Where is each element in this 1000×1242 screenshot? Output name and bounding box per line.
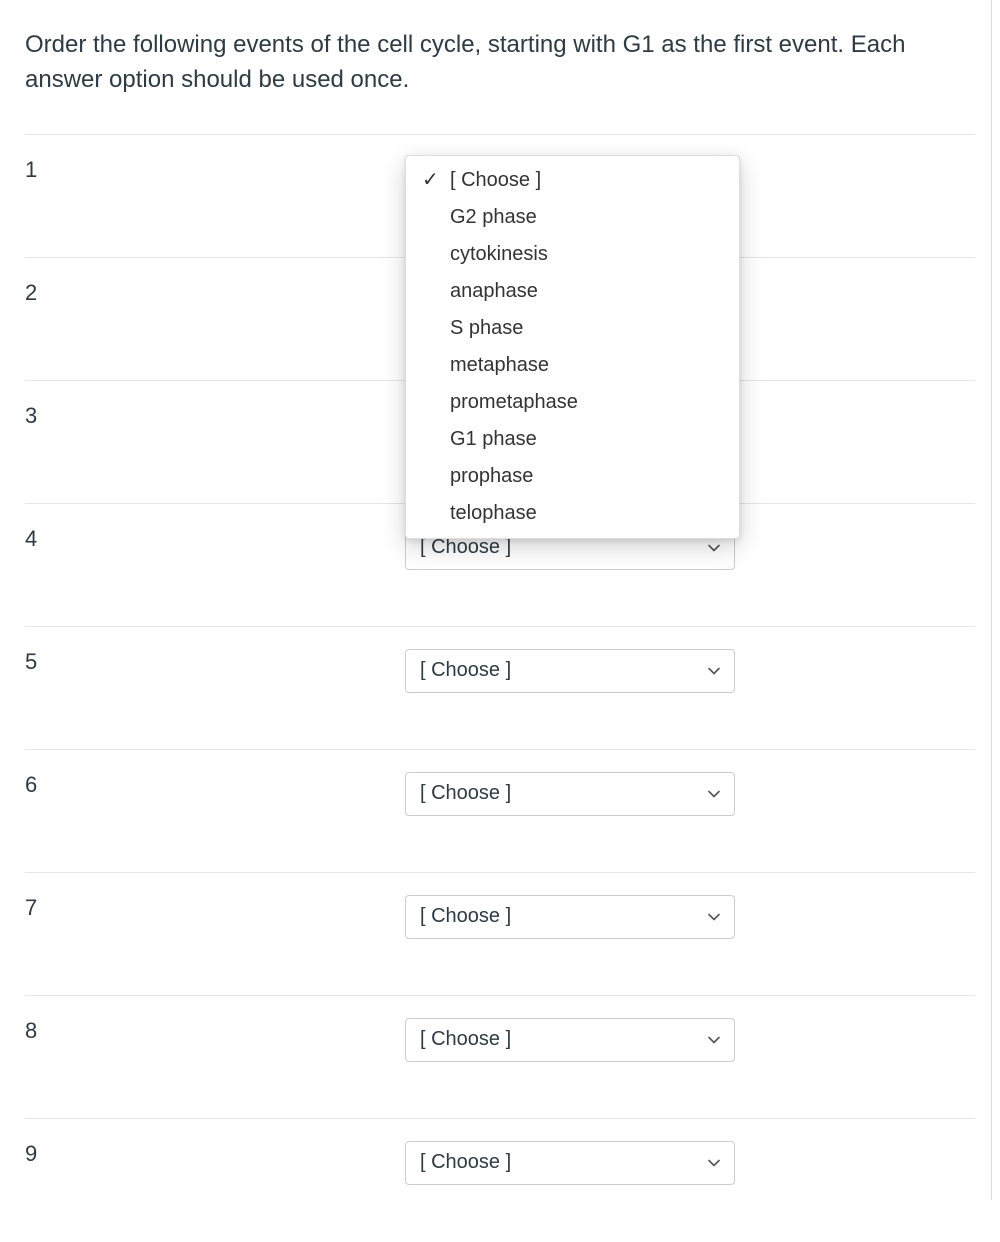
match-row-6: 6 [ Choose ] (25, 750, 975, 873)
chevron-down-icon (708, 1159, 720, 1167)
chevron-down-icon (708, 544, 720, 552)
select-value: [ Choose ] (420, 782, 511, 805)
match-row-9: 9 [ Choose ] (25, 1119, 975, 1242)
row-label: 4 (25, 526, 405, 552)
match-row-8: 8 [ Choose ] (25, 996, 975, 1119)
select-wrap-5: [ Choose ] (405, 649, 735, 693)
row-label: 2 (25, 280, 405, 306)
dropdown-option-s-phase[interactable]: S phase (406, 310, 739, 347)
select-value: [ Choose ] (420, 1151, 511, 1174)
chevron-down-icon (708, 1036, 720, 1044)
select-value: [ Choose ] (420, 1028, 511, 1051)
matching-rows: 1 2 3 4 [ Choose ] 5 (25, 135, 975, 1242)
question-text: Order the following events of the cell c… (25, 28, 975, 98)
chevron-down-icon (708, 790, 720, 798)
select-7[interactable]: [ Choose ] (405, 895, 735, 939)
row-label: 6 (25, 772, 405, 798)
page-right-border (991, 0, 992, 1200)
row-label: 9 (25, 1141, 405, 1167)
select-wrap-9: [ Choose ] (405, 1141, 735, 1185)
dropdown-option-g1[interactable]: G1 phase (406, 421, 739, 458)
select-6[interactable]: [ Choose ] (405, 772, 735, 816)
dropdown-option-metaphase[interactable]: metaphase (406, 347, 739, 384)
select-5[interactable]: [ Choose ] (405, 649, 735, 693)
row-label: 1 (25, 157, 405, 183)
chevron-down-icon (708, 667, 720, 675)
dropdown-option-choose[interactable]: [ Choose ] (406, 162, 739, 199)
select-wrap-8: [ Choose ] (405, 1018, 735, 1062)
row-label: 5 (25, 649, 405, 675)
dropdown-option-prometaphase[interactable]: prometaphase (406, 384, 739, 421)
row-label: 8 (25, 1018, 405, 1044)
match-row-7: 7 [ Choose ] (25, 873, 975, 996)
select-value: [ Choose ] (420, 905, 511, 928)
select-1-dropdown[interactable]: [ Choose ] G2 phase cytokinesis anaphase… (405, 155, 740, 539)
dropdown-option-anaphase[interactable]: anaphase (406, 273, 739, 310)
question-container: Order the following events of the cell c… (0, 0, 1000, 1242)
chevron-down-icon (708, 913, 720, 921)
select-value: [ Choose ] (420, 536, 511, 559)
row-label: 7 (25, 895, 405, 921)
select-value: [ Choose ] (420, 659, 511, 682)
row-label: 3 (25, 403, 405, 429)
select-wrap-6: [ Choose ] (405, 772, 735, 816)
select-wrap-7: [ Choose ] (405, 895, 735, 939)
match-row-5: 5 [ Choose ] (25, 627, 975, 750)
select-9[interactable]: [ Choose ] (405, 1141, 735, 1185)
dropdown-option-cytokinesis[interactable]: cytokinesis (406, 236, 739, 273)
dropdown-option-telophase[interactable]: telophase (406, 495, 739, 532)
dropdown-option-prophase[interactable]: prophase (406, 458, 739, 495)
select-8[interactable]: [ Choose ] (405, 1018, 735, 1062)
dropdown-option-g2[interactable]: G2 phase (406, 199, 739, 236)
